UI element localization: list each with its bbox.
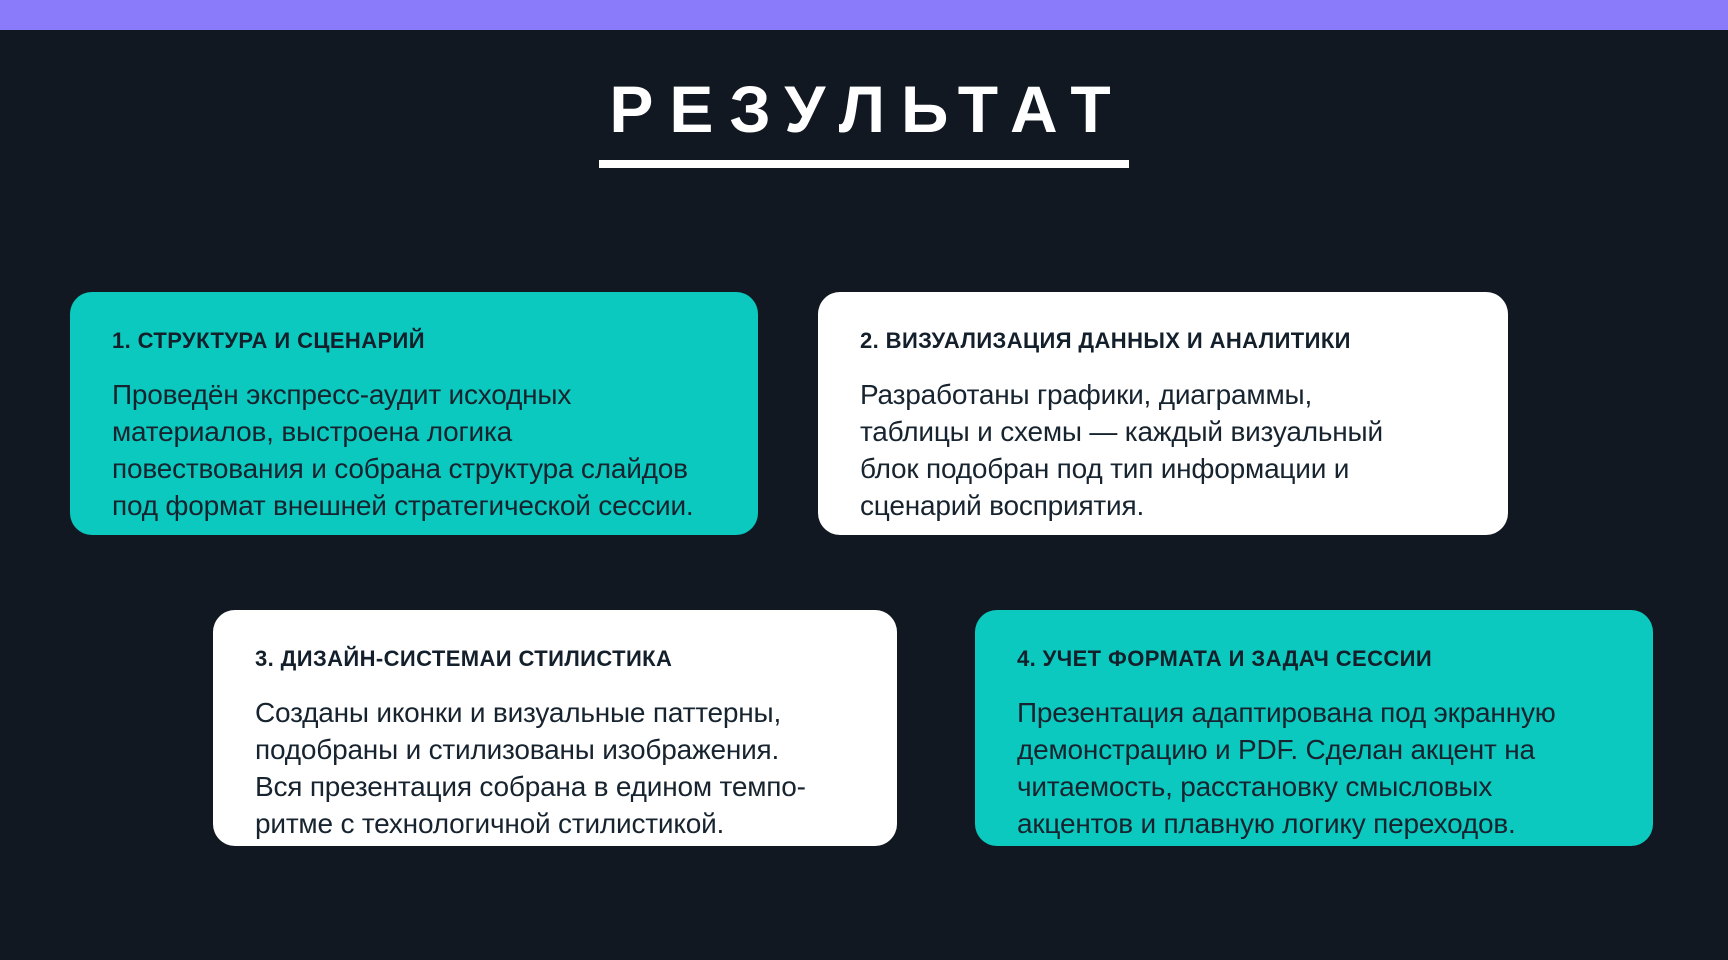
result-card-design-system: 3. ДИЗАЙН-СИСТЕМАИ СТИЛИСТИКА Созданы ик…: [213, 610, 897, 846]
card-heading: 1. СТРУКТУРА И СЦЕНАРИЙ: [112, 328, 425, 353]
title-row: РЕЗУЛЬТАТ: [0, 76, 1728, 168]
result-card-structure-scenario: 1. СТРУКТУРА И СЦЕНАРИЙ Проведён экспрес…: [70, 292, 758, 535]
card-body: Презентация адаптирована под экранную де…: [1017, 697, 1556, 840]
page-title: РЕЗУЛЬТАТ: [599, 76, 1129, 168]
card-heading: 4. УЧЕТ ФОРМАТА И ЗАДАЧ СЕССИИ: [1017, 646, 1433, 671]
card-heading: 3. ДИЗАЙН-СИСТЕМАИ СТИЛИСТИКА: [255, 646, 673, 671]
card-heading: 2. ВИЗУАЛИЗАЦИЯ ДАННЫХ И АНАЛИТИКИ: [860, 328, 1351, 353]
card-body: Проведён экспресс-аудит исходных материа…: [112, 379, 694, 522]
card-body: Разработаны графики, диаграммы, таблицы …: [860, 379, 1383, 522]
result-card-format-session: 4. УЧЕТ ФОРМАТА И ЗАДАЧ СЕССИИ Презентац…: [975, 610, 1653, 846]
card-body: Созданы иконки и визуальные паттерны, по…: [255, 697, 806, 840]
result-card-data-visualization: 2. ВИЗУАЛИЗАЦИЯ ДАННЫХ И АНАЛИТИКИ Разра…: [818, 292, 1508, 535]
top-accent-bar: [0, 0, 1728, 30]
